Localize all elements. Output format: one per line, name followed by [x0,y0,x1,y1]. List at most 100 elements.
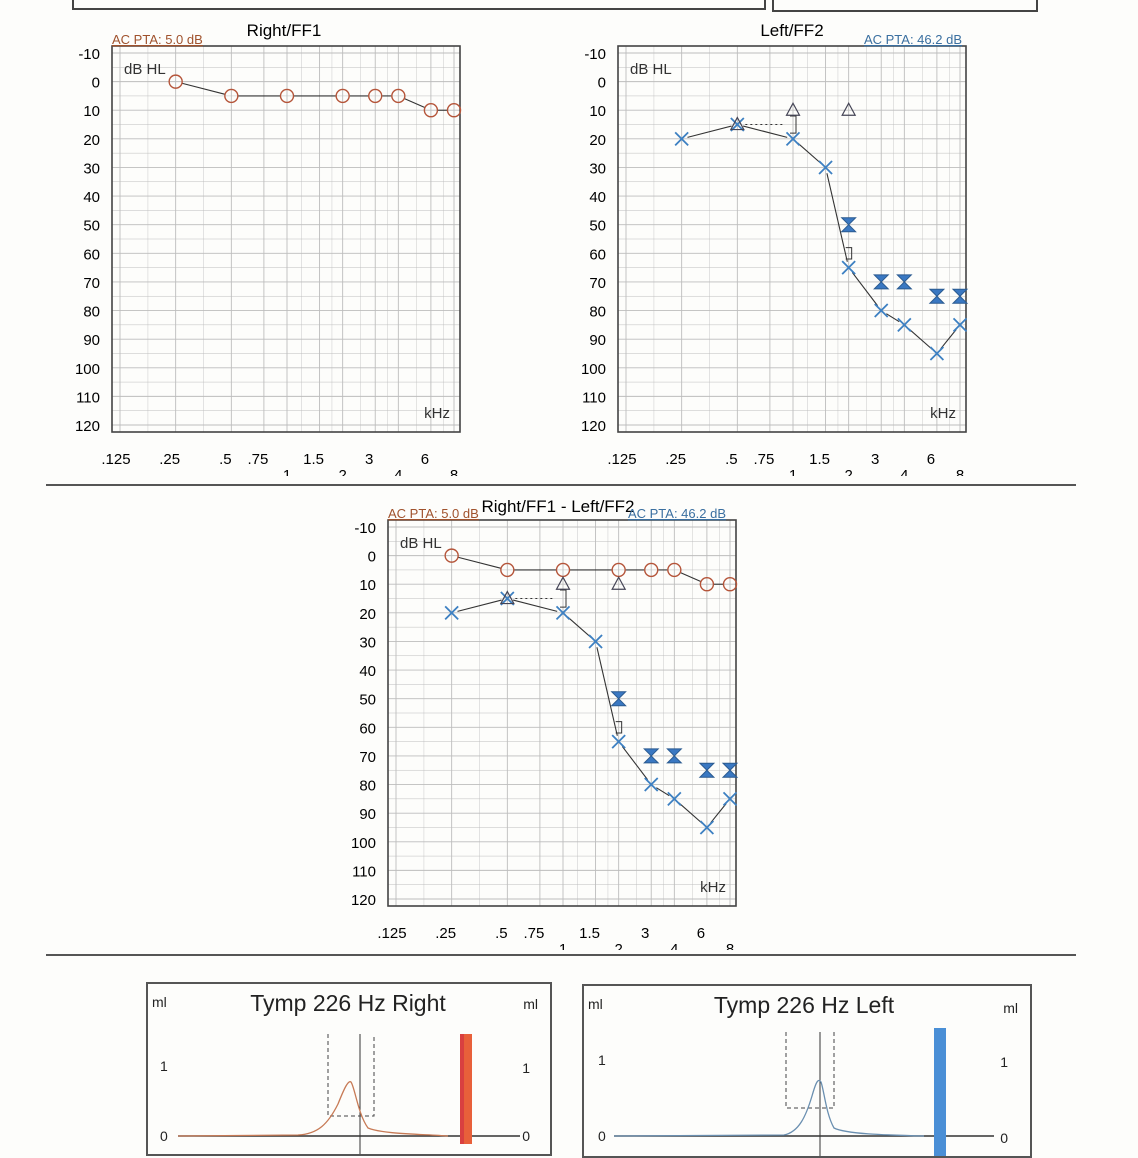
right-title: Right/FF1 [247,21,322,40]
y-tick-label: -10 [584,46,606,63]
ac-left-point [952,317,968,332]
y-tick-label: 100 [581,361,606,378]
x-tick-label: 2 [338,467,346,476]
ac-left-point [874,303,889,318]
ac-right-point [446,103,462,118]
left-ac-line [743,125,788,138]
audiogram-grid: -10 0 10 20 30 40 50 60 70 80 90 100 110 120.125 .25 .5… [581,45,967,476]
y-tick-label: 30 [589,160,606,177]
y-tick-label: 110 [76,389,100,406]
y-tick-label: 20 [83,132,100,149]
y-tick-label: 70 [359,749,376,766]
masked-left-point [721,762,739,778]
left-ac-line [710,803,727,824]
ac-left-point [611,734,626,749]
y-tick-label: 40 [359,663,376,680]
bracket-mark [790,115,797,134]
ac-left-point [444,605,459,620]
x-tick-label: 4 [670,941,678,950]
y-tick-label: 70 [83,275,100,292]
y-tick-label: 10 [359,577,376,594]
masked-left-point [951,288,969,304]
y-tick-label: 20 [589,132,606,149]
section-divider-2 [46,954,1076,956]
tymp-left-y1-left: 1 [598,1052,606,1068]
x-tick-label: .25 [159,451,180,468]
khz-label: kHz [700,879,726,896]
ac-left-point [722,791,738,806]
left-ac-series [674,101,969,361]
audiogram-grid: -10 0 10 20 30 40 50 60 70 80 90 100 110 120.125 .25 .5… [75,45,461,476]
audiogram-frame [617,45,967,433]
y-tick-label: 40 [83,189,100,206]
y-tick-label: 30 [359,634,376,651]
ac-left-point [699,820,715,835]
db-hl-label: dB HL [124,61,166,78]
audiogram-grid: -10 0 10 20 30 40 50 60 70 80 90 100 110 120.125 .25 .5… [351,519,737,950]
tymp-left-curve [613,1028,994,1156]
x-tick-label: 1.5 [809,451,830,468]
left-ac-line [940,329,957,350]
masked-left-point [896,274,913,290]
right-ac-line [680,572,701,582]
x-tick-label: 8 [956,467,964,476]
x-tick-label: 6 [421,451,429,468]
right-audiogram: -10 0 10 20 30 40 50 60 70 80 90 100 110 120.125 .25 .5… [75,21,462,476]
ac-right-point [391,88,406,104]
ac-right-point [168,74,183,89]
db-hl-label: dB HL [630,61,672,78]
y-tick-label: 40 [589,189,606,206]
y-tick-label: 30 [83,160,100,177]
x-tick-label: 6 [697,925,705,942]
ac-right-point [423,103,439,118]
x-tick-label: .5 [725,451,738,468]
x-tick-label: .5 [219,451,232,468]
left-ac-series [444,575,739,835]
x-tick-label: 3 [641,925,649,942]
y-tick-label: 80 [83,304,100,321]
ac-left-point [929,346,945,361]
ac-left-point [818,160,833,175]
x-tick-label: .25 [435,925,456,942]
left-ac-line [656,787,670,797]
left-ac-line [457,599,502,612]
masked-left-point [666,748,683,764]
y-tick-label: 120 [581,418,606,435]
db-hl-label: dB HL [400,535,442,552]
left-audiogram: -10 0 10 20 30 40 50 60 70 80 90 100 110 120.125 .25 .5… [581,21,969,476]
left-ac-line [596,647,618,736]
x-tick-label: 6 [927,451,935,468]
y-tick-label: 90 [359,806,376,823]
y-tick-label: 90 [589,332,606,349]
y-tick-label: 70 [589,275,606,292]
y-tick-label: 120 [351,892,376,909]
tymp-left-unit-right: ml [1003,1000,1018,1016]
left-ac-line [513,599,558,612]
khz-label: kHz [930,405,956,422]
combined-pta-right: AC PTA: 5.0 dB [388,506,479,521]
bracket-mark [615,721,623,734]
left-title: Left/FF2 [760,21,823,40]
ac-right-point [368,88,383,104]
combined-audiogram: -10 0 10 20 30 40 50 60 70 80 90 100 110 120.125 .25 .5… [351,497,739,950]
y-tick-label: 10 [589,103,606,120]
khz-label: kHz [424,405,450,422]
ac-left-point [897,317,912,332]
left-pta: AC PTA: 46.2 dB [864,32,962,47]
tymp-left-y1-right: 1 [1000,1054,1008,1070]
y-tick-label: 60 [83,246,100,263]
bc-left-point [499,590,515,605]
y-tick-label: 110 [352,863,376,880]
ac-right-point [500,562,515,578]
x-tick-label: 1.5 [579,925,600,942]
tymp-right-curve [177,1034,520,1154]
bc-left-point [841,101,857,116]
x-tick-label: .125 [101,451,130,468]
x-tick-label: 1.5 [303,451,324,468]
y-tick-label: 0 [92,75,100,92]
left-ac-line [678,802,703,824]
tymp-left-panel: ml Tymp 226 Hz Left ml 1 1 0 0 [582,984,1032,1158]
x-tick-label: .125 [607,451,636,468]
x-tick-label: 8 [726,941,734,950]
masked-left-point [873,274,890,290]
